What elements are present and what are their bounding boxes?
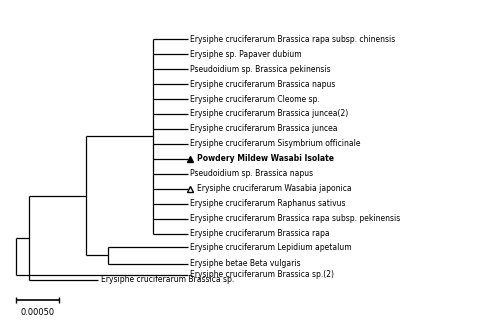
Text: Erysiphe cruciferarum Wasabia japonica: Erysiphe cruciferarum Wasabia japonica: [197, 184, 352, 193]
Text: Erysiphe sp. Papaver dubium: Erysiphe sp. Papaver dubium: [190, 50, 302, 59]
Text: Erysiphe cruciferarum Cleome sp.: Erysiphe cruciferarum Cleome sp.: [190, 94, 320, 103]
Text: Erysiphe betae Beta vulgaris: Erysiphe betae Beta vulgaris: [190, 259, 301, 268]
Text: 0.00050: 0.00050: [20, 308, 54, 317]
Text: Erysiphe cruciferarum Raphanus sativus: Erysiphe cruciferarum Raphanus sativus: [190, 199, 346, 208]
Text: Erysiphe cruciferarum Brassica sp.: Erysiphe cruciferarum Brassica sp.: [101, 275, 234, 284]
Text: Pseudoidium sp. Brassica napus: Pseudoidium sp. Brassica napus: [190, 169, 314, 178]
Text: Erysiphe cruciferarum Brassica rapa: Erysiphe cruciferarum Brassica rapa: [190, 229, 330, 238]
Text: Powdery Mildew Wasabi Isolate: Powdery Mildew Wasabi Isolate: [197, 155, 334, 164]
Text: Erysiphe cruciferarum Brassica rapa subsp. pekinensis: Erysiphe cruciferarum Brassica rapa subs…: [190, 214, 400, 223]
Text: Erysiphe cruciferarum Brassica juncea: Erysiphe cruciferarum Brassica juncea: [190, 124, 338, 133]
Text: Erysiphe cruciferarum Lepidium apetalum: Erysiphe cruciferarum Lepidium apetalum: [190, 243, 352, 252]
Text: Erysiphe cruciferarum Brassica rapa subsp. chinensis: Erysiphe cruciferarum Brassica rapa subs…: [190, 35, 396, 44]
Text: Erysiphe cruciferarum Brassica juncea(2): Erysiphe cruciferarum Brassica juncea(2): [190, 109, 348, 118]
Text: Erysiphe cruciferarum Brassica napus: Erysiphe cruciferarum Brassica napus: [190, 80, 336, 89]
Text: Erysiphe cruciferarum Sisymbrium officinale: Erysiphe cruciferarum Sisymbrium officin…: [190, 140, 361, 148]
Text: Erysiphe cruciferarum Brassica sp.(2): Erysiphe cruciferarum Brassica sp.(2): [190, 270, 334, 279]
Text: Pseudoidium sp. Brassica pekinensis: Pseudoidium sp. Brassica pekinensis: [190, 65, 331, 74]
